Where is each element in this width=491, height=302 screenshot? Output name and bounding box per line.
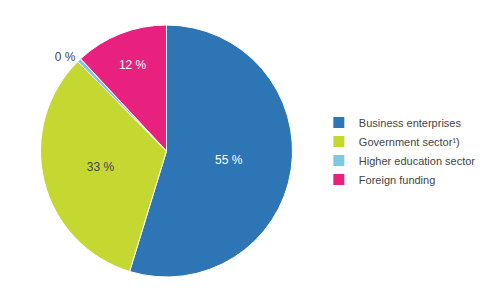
svg-text:0 %: 0 %: [55, 50, 76, 64]
svg-text:Government sector¹): Government sector¹): [359, 136, 460, 148]
svg-text:33 %: 33 %: [87, 160, 115, 174]
svg-text:55 %: 55 %: [215, 153, 243, 167]
svg-text:Higher education sector: Higher education sector: [359, 155, 476, 167]
svg-text:Business enterprises: Business enterprises: [359, 117, 462, 129]
svg-text:Foreign funding: Foreign funding: [359, 174, 435, 186]
svg-text:12 %: 12 %: [119, 58, 147, 72]
